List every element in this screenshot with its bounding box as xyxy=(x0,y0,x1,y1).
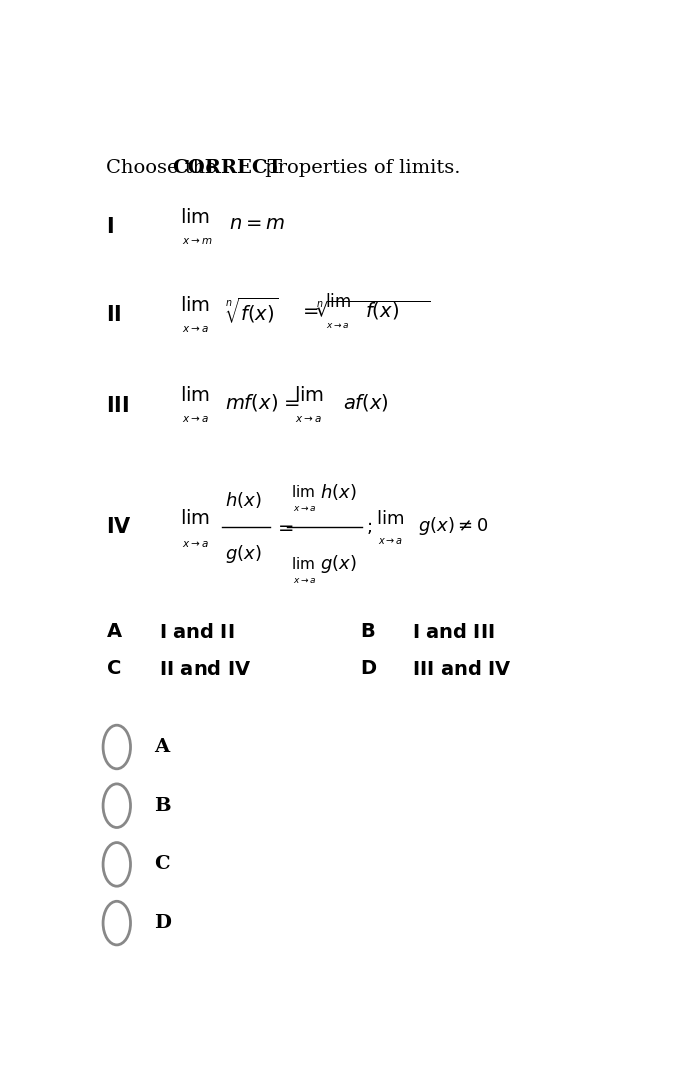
Text: $x \to a$: $x \to a$ xyxy=(182,323,208,333)
Text: $x \to a$: $x \to a$ xyxy=(182,414,208,424)
Text: $mf(x)$: $mf(x)$ xyxy=(225,392,278,413)
Text: $h(x)$: $h(x)$ xyxy=(225,490,262,511)
Text: $\mathbf{A}$: $\mathbf{A}$ xyxy=(106,623,123,641)
Text: $\lim$: $\lim$ xyxy=(180,387,210,405)
Text: $g(x)$: $g(x)$ xyxy=(225,543,262,565)
Text: D: D xyxy=(154,914,171,932)
Text: $x \to a$: $x \to a$ xyxy=(295,414,322,424)
Text: $x \to a$: $x \to a$ xyxy=(326,321,350,330)
Text: C: C xyxy=(154,855,170,873)
Text: $=$: $=$ xyxy=(281,393,300,412)
Text: $g(x) \neq 0$: $g(x) \neq 0$ xyxy=(417,515,488,537)
Text: $\mathbf{D}$: $\mathbf{D}$ xyxy=(360,660,377,678)
Text: $f(x)$: $f(x)$ xyxy=(365,299,399,320)
Text: $x \to a$: $x \to a$ xyxy=(378,536,403,546)
Text: $\lim$: $\lim$ xyxy=(291,556,315,572)
Text: properties of limits.: properties of limits. xyxy=(259,159,461,178)
Text: $\sqrt[n]{\quad\quad\quad\quad\quad}$: $\sqrt[n]{\quad\quad\quad\quad\quad}$ xyxy=(316,299,430,320)
Text: $\mathbf{II}$: $\mathbf{II}$ xyxy=(106,305,122,326)
Text: $\mathbf{I\ and\ II}$: $\mathbf{I\ and\ II}$ xyxy=(159,623,234,641)
Text: $n = m$: $n = m$ xyxy=(229,215,285,233)
Text: A: A xyxy=(154,738,169,756)
Text: $x \to m$: $x \to m$ xyxy=(182,235,212,245)
Text: $\mathbf{C}$: $\mathbf{C}$ xyxy=(106,660,121,678)
Text: $x \to a$: $x \to a$ xyxy=(293,576,316,586)
Text: $af(x)$: $af(x)$ xyxy=(343,392,389,413)
Text: CORRECT: CORRECT xyxy=(172,159,283,178)
Text: $\lim$: $\lim$ xyxy=(180,208,210,227)
Text: $x \to a$: $x \to a$ xyxy=(293,504,316,513)
Text: B: B xyxy=(154,797,170,815)
Text: $\mathbf{I\ and\ III}$: $\mathbf{I\ and\ III}$ xyxy=(412,623,495,641)
Text: $g(x)$: $g(x)$ xyxy=(320,553,357,575)
Text: $\mathbf{B}$: $\mathbf{B}$ xyxy=(360,623,375,641)
Text: $\lim$: $\lim$ xyxy=(326,293,351,310)
Text: $=$: $=$ xyxy=(274,518,294,536)
Text: $\sqrt[n]{f(x)}$: $\sqrt[n]{f(x)}$ xyxy=(225,295,279,325)
Text: $\lim$: $\lim$ xyxy=(377,510,405,528)
Text: $\lim$: $\lim$ xyxy=(291,485,315,500)
Text: $\mathbf{IV}$: $\mathbf{IV}$ xyxy=(106,517,132,537)
Text: $\lim$: $\lim$ xyxy=(180,510,210,528)
Text: $=$: $=$ xyxy=(299,302,319,319)
Text: $\mathbf{I}$: $\mathbf{I}$ xyxy=(106,217,114,237)
Text: $\lim$: $\lim$ xyxy=(180,295,210,315)
Text: $;$: $;$ xyxy=(366,518,372,536)
Text: $\mathbf{III}$: $\mathbf{III}$ xyxy=(106,395,129,416)
Text: Choose the: Choose the xyxy=(106,159,223,178)
Text: $\mathbf{II\ and\ IV}$: $\mathbf{II\ and\ IV}$ xyxy=(159,660,251,678)
Text: $\lim$: $\lim$ xyxy=(294,387,323,405)
Text: $\mathbf{III\ and\ IV}$: $\mathbf{III\ and\ IV}$ xyxy=(412,660,512,678)
Text: $h(x)$: $h(x)$ xyxy=(320,482,357,502)
Text: $x \to a$: $x \to a$ xyxy=(182,539,208,549)
